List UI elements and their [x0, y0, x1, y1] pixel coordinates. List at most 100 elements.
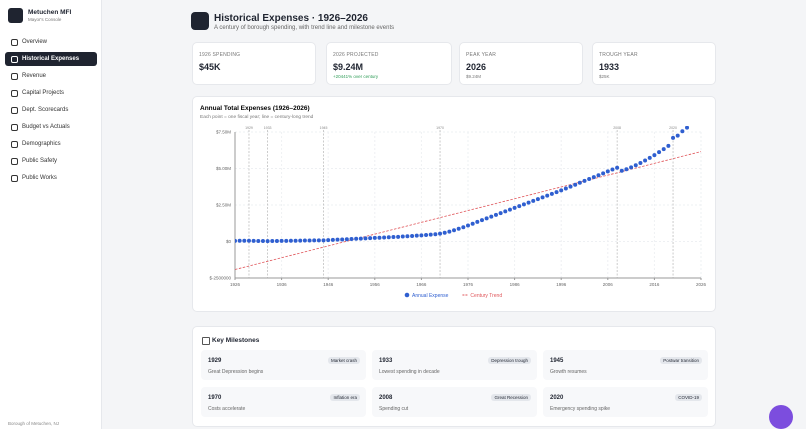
- point: [517, 204, 522, 209]
- logo: [8, 8, 23, 23]
- nav-icon: [11, 124, 18, 131]
- nav-icon: [11, 56, 18, 63]
- x-tick-label: 1956: [370, 282, 381, 287]
- nav-icon: [11, 107, 18, 114]
- point: [559, 188, 564, 193]
- kpi-note: +20441% over century: [333, 74, 379, 79]
- footer: Borough of Metuchen, NJ: [8, 421, 60, 426]
- point: [386, 235, 391, 240]
- point: [484, 216, 489, 221]
- x-tick-label: 1936: [277, 282, 288, 287]
- point: [265, 239, 270, 244]
- point: [438, 231, 443, 236]
- legend-label: Century Trend: [470, 293, 502, 299]
- nav-icon: [11, 175, 18, 182]
- point: [545, 193, 550, 198]
- point: [601, 171, 606, 176]
- nav-icon: [11, 39, 18, 46]
- milestone-tag: Inflation era: [330, 394, 360, 401]
- milestone: 1945 Postwar transition Growth resumes: [543, 350, 708, 380]
- point: [270, 239, 275, 244]
- point: [503, 209, 508, 214]
- point: [587, 177, 592, 182]
- milestone: 2020 COVID-19 Emergency spending spike: [543, 387, 708, 417]
- nav-item[interactable]: Capital Projects: [5, 86, 97, 100]
- point: [666, 143, 671, 148]
- chart-title: Annual Total Expenses (1926–2026): [200, 105, 310, 112]
- nav-item[interactable]: Revenue: [5, 69, 97, 83]
- x-tick-label: 1996: [556, 282, 567, 287]
- point: [298, 238, 303, 243]
- point: [363, 236, 368, 241]
- milestones-card: Key Milestones 1929 Market crash Great Dep…: [192, 326, 716, 427]
- point: [246, 238, 251, 243]
- x-tick-label: 1986: [510, 282, 521, 287]
- point: [391, 235, 396, 240]
- point: [405, 234, 410, 239]
- point: [279, 238, 284, 243]
- nav-item[interactable]: Budget vs Actuals: [5, 120, 97, 134]
- header-icon: [191, 12, 209, 30]
- point: [307, 238, 312, 243]
- point: [521, 202, 526, 207]
- milestone-label: 1933: [264, 126, 272, 130]
- point: [237, 238, 242, 243]
- milestone-tag: Depression trough: [488, 357, 531, 364]
- nav-item[interactable]: Overview: [5, 35, 97, 49]
- nav-icon: [11, 90, 18, 97]
- assistant-button[interactable]: [769, 405, 793, 429]
- point: [242, 238, 247, 243]
- chart-card: Annual Total Expenses (1926–2026) Each p…: [192, 96, 716, 312]
- point: [489, 214, 494, 219]
- nav-item[interactable]: Public Works: [5, 171, 97, 185]
- kpi-card: 1926 SPENDING $45K: [192, 42, 316, 85]
- point: [235, 238, 237, 243]
- nav-icon: [11, 141, 18, 148]
- point: [675, 133, 680, 138]
- plot: [235, 105, 703, 270]
- point: [680, 129, 685, 134]
- point: [288, 238, 293, 243]
- point: [377, 235, 382, 240]
- point: [507, 207, 512, 212]
- point: [582, 178, 587, 183]
- chart: Annual Total Expenses (1926–2026) Each p…: [200, 105, 707, 299]
- milestone-year: 1970: [208, 395, 222, 401]
- point: [400, 234, 405, 239]
- point: [358, 236, 363, 241]
- milestones-title: Key Milestones: [212, 337, 260, 344]
- point: [615, 165, 620, 170]
- y-tick-label: $0: [226, 239, 232, 244]
- point: [647, 155, 652, 160]
- milestone-label: 2008: [613, 126, 621, 130]
- nav-item[interactable]: Dept. Scorecards: [5, 103, 97, 117]
- x-tick-label: 1976: [463, 282, 474, 287]
- milestone: 2008 Great Recession Spending cut: [372, 387, 537, 417]
- y-tick-label: $7.50M: [216, 130, 231, 135]
- point: [456, 226, 461, 231]
- nav-item[interactable]: Historical Expenses: [5, 52, 97, 66]
- point: [330, 237, 335, 242]
- point: [349, 237, 354, 242]
- x-tick-label: 2026: [696, 282, 707, 287]
- point: [284, 238, 289, 243]
- point: [326, 238, 331, 243]
- milestone-text: Great Depression begins: [208, 369, 264, 375]
- point: [493, 212, 498, 217]
- point: [256, 238, 261, 243]
- page-title: Historical Expenses · 1926–2026: [214, 13, 368, 24]
- milestone-tag: Postwar transition: [660, 357, 702, 364]
- milestone-year: 2020: [550, 395, 564, 401]
- point: [452, 228, 457, 233]
- milestone-tag: Market crash: [327, 357, 360, 364]
- point: [461, 225, 466, 230]
- milestone-label: 1945: [320, 126, 328, 130]
- point: [699, 105, 703, 109]
- x-tick-label: 1946: [323, 282, 334, 287]
- point: [312, 238, 317, 243]
- x-tick-label: 1966: [416, 282, 427, 287]
- nav-item[interactable]: Public Safety: [5, 154, 97, 168]
- nav-icon: [11, 158, 18, 165]
- nav-item[interactable]: Demographics: [5, 137, 97, 151]
